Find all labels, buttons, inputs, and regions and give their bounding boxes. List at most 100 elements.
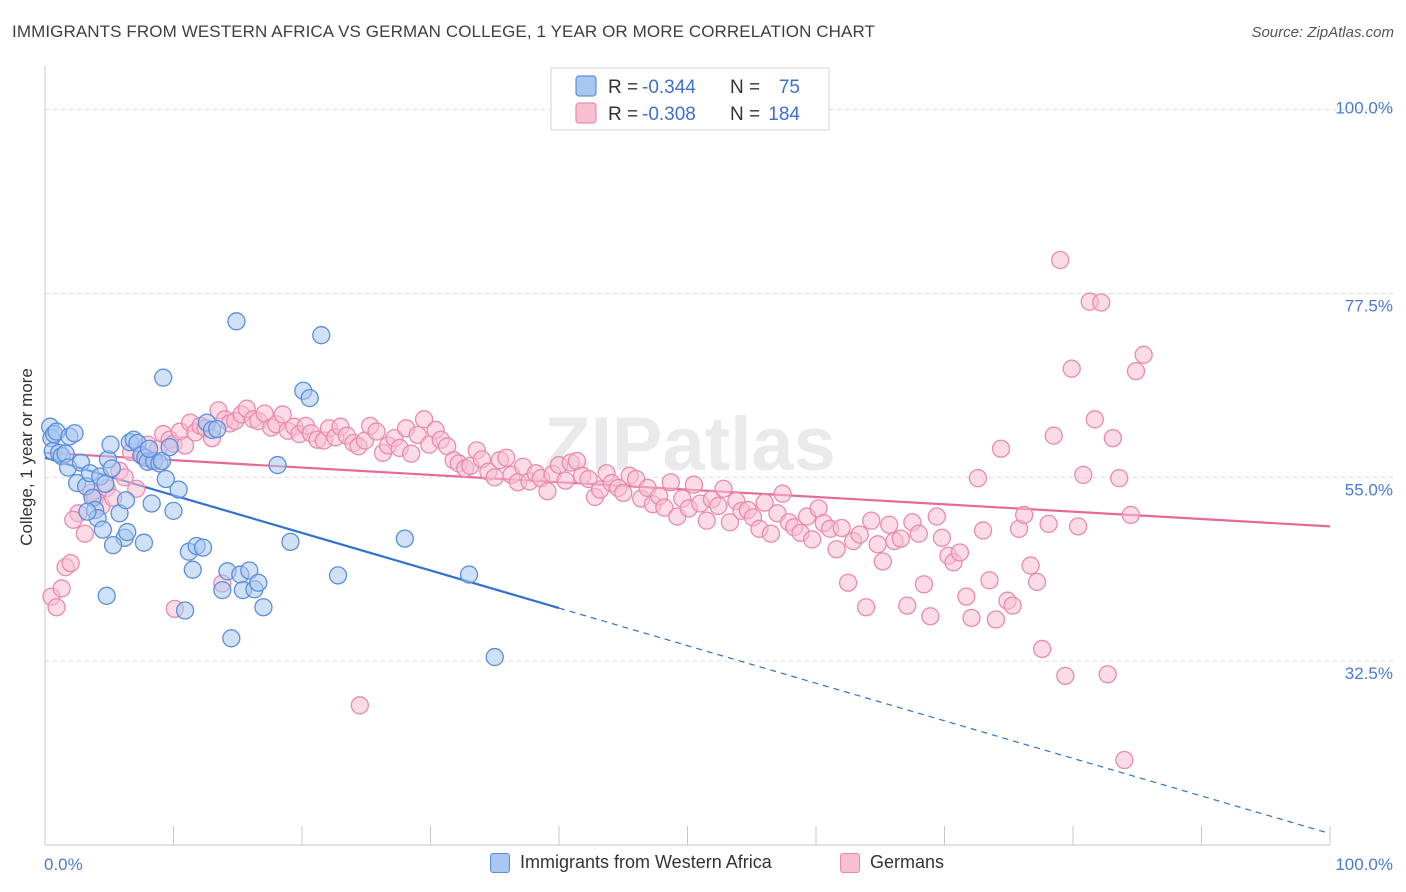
- western-africa-point-39: [160, 437, 179, 457]
- western-africa-point-58: [249, 573, 268, 592]
- western-africa-point-66: [395, 529, 414, 548]
- germans-point-2: [52, 579, 71, 598]
- germans-point-89: [556, 471, 575, 490]
- western-africa-point-67: [459, 565, 479, 584]
- western-africa-point-71: [116, 491, 136, 510]
- bottom-legend-germans: Germans: [840, 852, 944, 873]
- germans-point-186: [1126, 361, 1146, 381]
- germans-point-184: [1115, 750, 1134, 770]
- germans-point-86: [538, 482, 557, 501]
- germans-point-162: [986, 610, 1006, 629]
- y-tick-label-0: 100.0%: [1335, 99, 1393, 118]
- germans-point-159: [968, 469, 988, 488]
- germans-point-169: [1027, 572, 1047, 592]
- germans-point-171: [1039, 514, 1058, 534]
- legend-r-label-2: R =: [608, 104, 638, 125]
- germans-point-79: [497, 448, 516, 467]
- germans-point-123: [755, 493, 774, 512]
- legend-r-value-1: -0.344: [642, 77, 696, 98]
- western-africa-point-53: [227, 312, 246, 331]
- germans-point-180: [1092, 293, 1111, 312]
- y-tick-label-2: 55.0%: [1345, 480, 1393, 499]
- germans-point-177: [1074, 465, 1093, 485]
- germans-point-4: [61, 553, 80, 573]
- germans-point-156: [950, 543, 970, 562]
- germans-point-6: [75, 524, 94, 543]
- western-africa-point-69: [97, 586, 116, 605]
- western-africa-point-72: [134, 533, 154, 552]
- germans-point-161: [980, 571, 999, 590]
- western-africa-point-68: [485, 647, 504, 667]
- germans-point-137: [838, 573, 858, 592]
- legend-r-label-1: R =: [608, 77, 638, 98]
- legend-swatch-blue: [575, 75, 597, 97]
- germans-point-135: [827, 540, 846, 559]
- western-africa-point-9: [65, 424, 84, 443]
- western-africa-point-40: [164, 501, 183, 520]
- germans-point-107: [661, 473, 680, 492]
- germans-point-153: [932, 528, 952, 547]
- western-africa-point-49: [208, 419, 227, 439]
- germans-point-167: [1015, 505, 1034, 525]
- germans-point-147: [898, 596, 917, 615]
- western-africa-point-63: [300, 388, 319, 408]
- germans-point-139: [850, 525, 869, 544]
- western-africa-point-70: [103, 536, 123, 555]
- bottom-legend-label-pink: Germans: [870, 852, 945, 872]
- bottom-legend-swatch-blue: [490, 852, 510, 873]
- germans-point-181: [1098, 665, 1117, 684]
- bottom-legend-label-blue: Immigrants from Western Africa: [520, 852, 772, 872]
- germans-point-93: [579, 469, 598, 489]
- germans-point-13: [115, 468, 134, 487]
- germans-point-182: [1103, 428, 1122, 448]
- western-africa-point-19: [93, 520, 112, 539]
- germans-point-77: [485, 468, 504, 487]
- germans-point-140: [856, 598, 876, 617]
- western-africa-point-64: [312, 326, 331, 345]
- y-tick-label-1: 77.5%: [1345, 297, 1393, 316]
- germans-point-165: [1003, 596, 1022, 615]
- germans-point-150: [914, 575, 934, 594]
- germans-point-160: [973, 521, 993, 540]
- germans-point-144: [880, 515, 899, 534]
- germans-point-175: [1062, 359, 1081, 378]
- germans-point-179: [1085, 410, 1104, 429]
- legend-box: R = -0.344 N = 75 R = -0.308 N = 184: [550, 67, 830, 131]
- western-africa-point-21: [96, 474, 115, 494]
- germans-point-1: [47, 598, 66, 617]
- chart-title: IMMIGRANTS FROM WESTERN AFRICA VS GERMAN…: [12, 22, 876, 41]
- western-africa-point-59: [254, 598, 273, 617]
- germans-point-143: [873, 552, 892, 571]
- germans-point-170: [1033, 639, 1052, 659]
- germans-point-168: [1021, 556, 1040, 575]
- western-africa-point-34: [142, 494, 161, 513]
- western-africa-point-44: [183, 560, 202, 579]
- germans-point-106: [655, 498, 674, 517]
- germans-point-185: [1121, 505, 1140, 525]
- western-africa-point-74: [139, 439, 159, 458]
- germans-point-116: [714, 479, 733, 498]
- x-tick-labels: 0.0% 100.0%: [44, 855, 1393, 874]
- western-africa-point-18: [78, 502, 97, 521]
- germans-point-172: [1044, 426, 1063, 445]
- germans-point-188: [350, 696, 369, 715]
- germans-point-115: [709, 496, 728, 516]
- germans-point-173: [1051, 250, 1070, 270]
- western-africa-point-60: [268, 455, 287, 475]
- germans-point-63: [402, 444, 421, 463]
- germans-point-191: [64, 510, 83, 529]
- germans-point-174: [1056, 666, 1075, 686]
- western-africa-point-52: [222, 629, 241, 648]
- legend-r-value-2: -0.308: [642, 104, 696, 125]
- germans-point-146: [891, 529, 910, 548]
- germans-point-176: [1068, 517, 1088, 536]
- germans-point-15: [127, 479, 146, 498]
- germans-point-142: [868, 535, 887, 554]
- germans-point-65: [414, 410, 434, 429]
- legend-n-label-1: N =: [730, 77, 760, 98]
- legend-n-value-2: 184: [768, 104, 800, 125]
- germans-point-149: [909, 524, 928, 543]
- germans-point-157: [957, 587, 976, 606]
- western-africa-point-23: [102, 459, 121, 478]
